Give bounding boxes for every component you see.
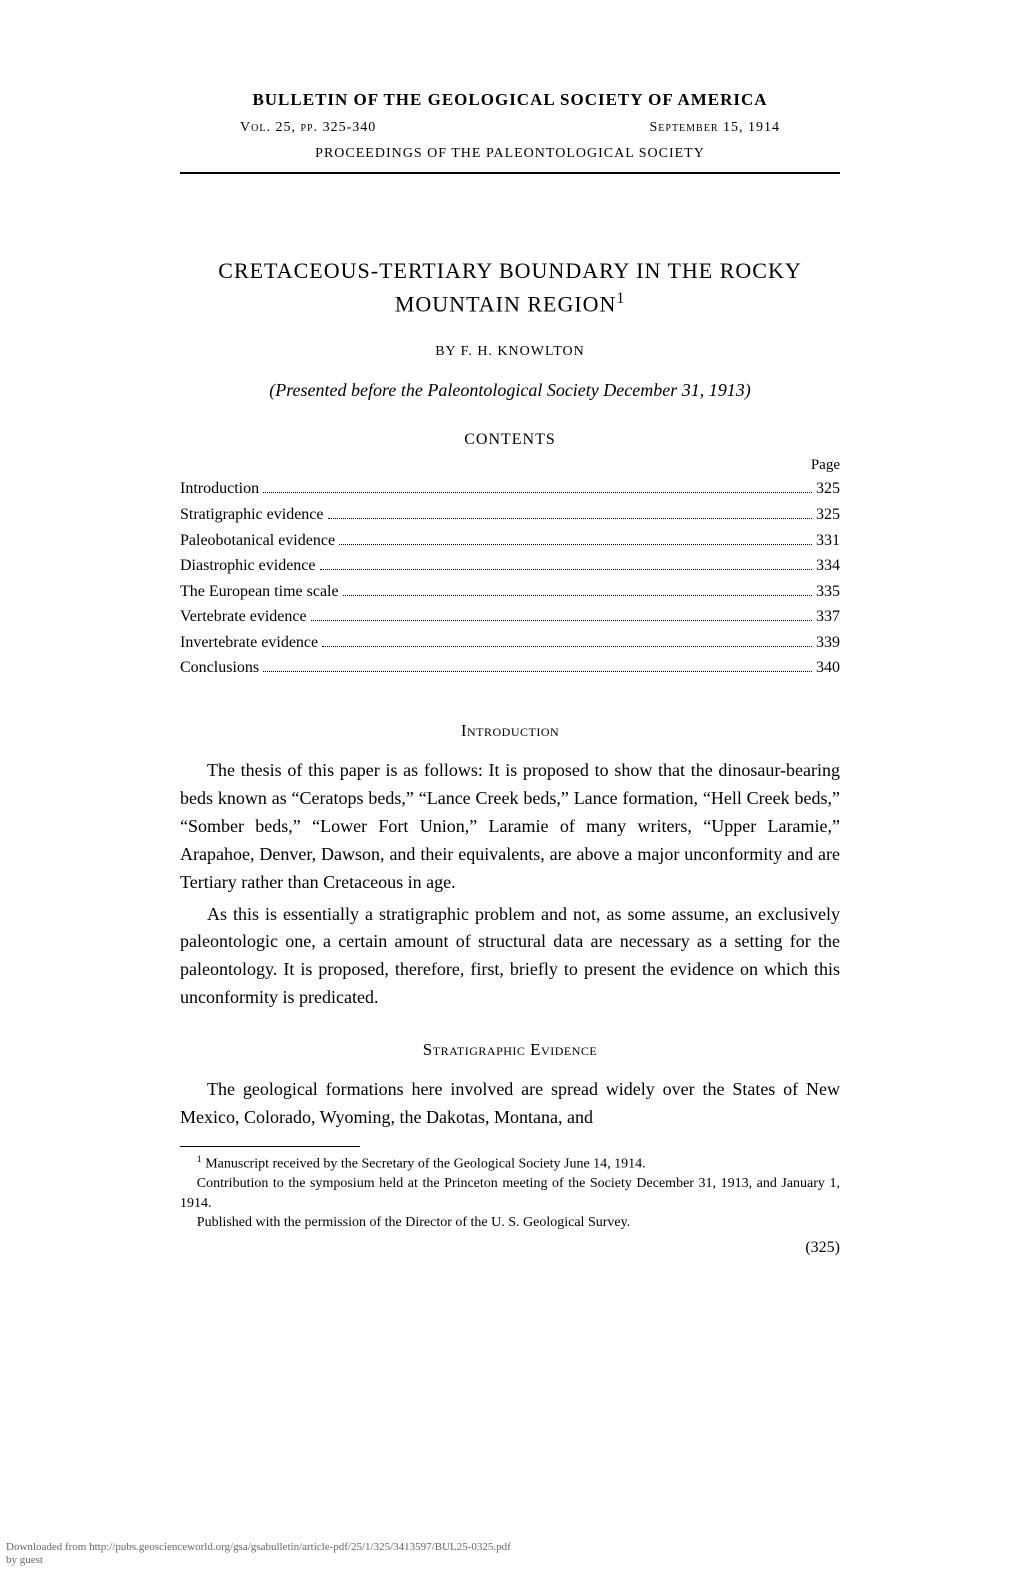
byline: BY F. H. KNOWLTON <box>180 344 840 360</box>
toc-page: 331 <box>816 528 840 554</box>
toc-label: Vertebrate evidence <box>180 604 307 630</box>
contents-page-label: Page <box>180 457 840 474</box>
footnote-rule <box>180 1146 360 1147</box>
body-paragraph: The thesis of this paper is as follows: … <box>180 757 840 896</box>
masthead-vol-prefix: Vol. 25, pp. <box>240 120 323 135</box>
toc-label: Diastrophic evidence <box>180 553 316 579</box>
masthead-rule <box>180 172 840 174</box>
footnote-line: Published with the permission of the Dir… <box>180 1213 840 1233</box>
toc-label: Paleobotanical evidence <box>180 528 335 554</box>
toc-page: 337 <box>816 604 840 630</box>
toc-page: 334 <box>816 553 840 579</box>
contents-heading: CONTENTS <box>180 431 840 449</box>
footnote-line: Contribution to the symposium held at th… <box>180 1174 840 1213</box>
masthead: BULLETIN OF THE GEOLOGICAL SOCIETY OF AM… <box>180 90 840 162</box>
masthead-vol-date-line: Vol. 25, pp. 325-340 September 15, 1914 <box>180 120 840 136</box>
toc-label: Conclusions <box>180 655 259 681</box>
toc-page: 340 <box>816 655 840 681</box>
table-of-contents: Introduction 325 Stratigraphic evidence … <box>180 476 840 681</box>
toc-page: 325 <box>816 476 840 502</box>
toc-dots <box>263 671 812 672</box>
article-title-line2: MOUNTAIN REGION <box>395 291 617 316</box>
article-title: CRETACEOUS-TERTIARY BOUNDARY IN THE ROCK… <box>180 254 840 320</box>
masthead-proceedings: PROCEEDINGS OF THE PALEONTOLOGICAL SOCIE… <box>180 146 840 162</box>
masthead-date-prefix: September <box>649 120 723 135</box>
page-number: (325) <box>180 1239 840 1257</box>
toc-dots <box>339 544 812 545</box>
masthead-title: BULLETIN OF THE GEOLOGICAL SOCIETY OF AM… <box>180 90 840 110</box>
toc-page: 335 <box>816 579 840 605</box>
download-line2: by guest <box>6 1554 511 1567</box>
toc-dots <box>328 518 813 519</box>
toc-row: Diastrophic evidence 334 <box>180 553 840 579</box>
section-heading-introduction: Introduction <box>180 721 840 741</box>
article-title-footnote-mark: 1 <box>616 290 625 307</box>
toc-row: Invertebrate evidence 339 <box>180 630 840 656</box>
body-paragraph: As this is essentially a stratigraphic p… <box>180 901 840 1013</box>
download-attribution: Downloaded from http://pubs.geosciencewo… <box>0 1539 517 1569</box>
masthead-volume: Vol. 25, pp. 325-340 <box>240 120 376 136</box>
toc-label: Introduction <box>180 476 259 502</box>
toc-row: Stratigraphic evidence 325 <box>180 502 840 528</box>
toc-dots <box>263 492 812 493</box>
toc-label: Invertebrate evidence <box>180 630 318 656</box>
toc-row: The European time scale 335 <box>180 579 840 605</box>
toc-dots <box>311 620 812 621</box>
toc-row: Vertebrate evidence 337 <box>180 604 840 630</box>
presented-note: (Presented before the Paleontological So… <box>180 380 840 401</box>
article-title-line1: CRETACEOUS-TERTIARY BOUNDARY IN THE ROCK… <box>218 258 801 283</box>
toc-dots <box>322 646 812 647</box>
footnote-text: Manuscript received by the Secretary of … <box>202 1157 646 1172</box>
toc-dots <box>343 595 812 596</box>
toc-row: Conclusions 340 <box>180 655 840 681</box>
toc-row: Introduction 325 <box>180 476 840 502</box>
body-paragraph: The geological formations here involved … <box>180 1076 840 1132</box>
toc-label: Stratigraphic evidence <box>180 502 324 528</box>
toc-row: Paleobotanical evidence 331 <box>180 528 840 554</box>
toc-page: 325 <box>816 502 840 528</box>
toc-dots <box>320 569 813 570</box>
footnote-line: 1 Manuscript received by the Secretary o… <box>180 1153 840 1174</box>
page-body: BULLETIN OF THE GEOLOGICAL SOCIETY OF AM… <box>0 0 1020 1297</box>
toc-page: 339 <box>816 630 840 656</box>
masthead-vol-pages: 325-340 <box>323 120 377 135</box>
masthead-date-value: 15, 1914 <box>723 120 780 135</box>
toc-label: The European time scale <box>180 579 339 605</box>
section-heading-stratigraphic: Stratigraphic Evidence <box>180 1040 840 1060</box>
masthead-date: September 15, 1914 <box>649 120 780 136</box>
download-line1: Downloaded from http://pubs.geosciencewo… <box>6 1541 511 1554</box>
